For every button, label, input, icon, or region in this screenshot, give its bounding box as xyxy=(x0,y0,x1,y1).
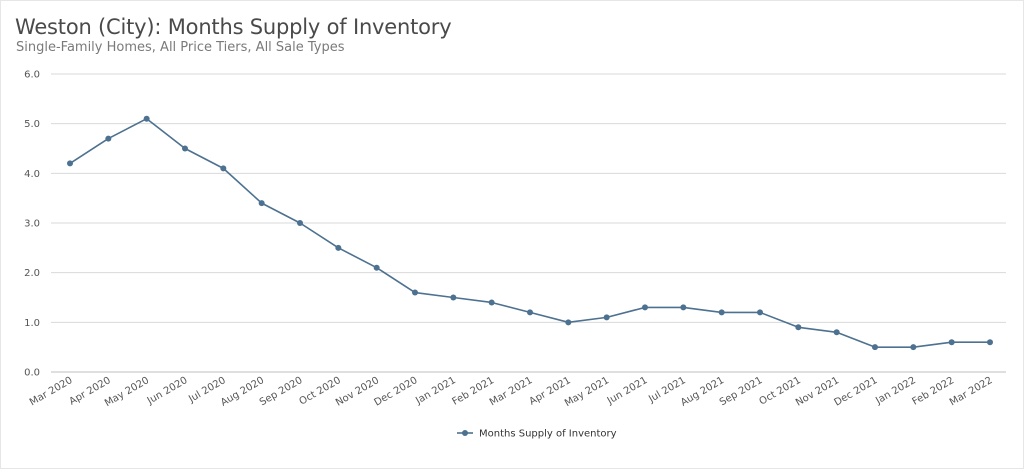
y-axis-ticks: 0.0 1.0 2.0 3.0 4.0 5.0 6.0 xyxy=(24,70,40,379)
y-tick-label: 2.0 xyxy=(24,268,40,279)
x-tick-label: Aug 2021 xyxy=(679,375,726,409)
data-point[interactable] xyxy=(910,344,917,351)
x-tick-label: Jun 2020 xyxy=(145,375,190,407)
data-point[interactable] xyxy=(220,165,227,172)
data-point[interactable] xyxy=(412,289,418,296)
y-tick-label: 3.0 xyxy=(24,219,40,230)
data-point[interactable] xyxy=(680,304,687,311)
data-point[interactable] xyxy=(335,244,342,251)
data-point[interactable] xyxy=(833,329,840,336)
x-tick-label: Dec 2021 xyxy=(832,375,879,409)
data-point[interactable] xyxy=(872,344,878,351)
x-tick-label: Jan 2022 xyxy=(873,375,918,407)
y-tick-label: 0.0 xyxy=(24,368,40,379)
x-tick-label: Mar 2020 xyxy=(28,375,75,408)
x-tick-label: Aug 2020 xyxy=(219,375,266,409)
data-point[interactable] xyxy=(642,304,648,311)
data-point[interactable] xyxy=(182,145,188,152)
y-tick-label: 5.0 xyxy=(24,119,40,130)
x-tick-label: Sep 2020 xyxy=(258,375,305,408)
data-point[interactable] xyxy=(258,200,265,207)
data-point[interactable] xyxy=(143,115,150,122)
legend-label: Months Supply of Inventory xyxy=(479,429,617,440)
series-layer xyxy=(67,115,993,351)
x-tick-label: Jun 2021 xyxy=(605,375,650,407)
data-point[interactable] xyxy=(450,294,457,301)
data-point[interactable] xyxy=(105,135,112,142)
legend-point-marker xyxy=(462,430,468,436)
data-point[interactable] xyxy=(948,339,955,346)
data-point[interactable] xyxy=(795,324,802,331)
data-point[interactable] xyxy=(565,319,572,326)
data-point[interactable] xyxy=(297,220,303,226)
data-point[interactable] xyxy=(718,309,725,316)
grid-lines xyxy=(51,73,1006,373)
y-tick-label: 1.0 xyxy=(24,318,40,329)
x-tick-label: Mar 2022 xyxy=(948,375,995,408)
chart-subtitle: Single-Family Homes, All Price Tiers, Al… xyxy=(16,40,345,55)
y-tick-label: 6.0 xyxy=(24,70,40,81)
data-point[interactable] xyxy=(527,309,533,316)
data-point[interactable] xyxy=(488,299,495,306)
data-point[interactable] xyxy=(603,314,610,321)
chart-title: Weston (City): Months Supply of Inventor… xyxy=(15,15,452,39)
x-tick-label: Sep 2021 xyxy=(718,375,765,408)
y-tick-label: 4.0 xyxy=(24,169,40,180)
x-tick-label: Mar 2021 xyxy=(488,375,535,408)
data-point[interactable] xyxy=(67,160,73,167)
data-point[interactable] xyxy=(373,264,380,271)
data-point[interactable] xyxy=(987,339,993,346)
x-tick-label: Dec 2020 xyxy=(372,375,419,409)
legend[interactable]: Months Supply of Inventory xyxy=(457,429,617,440)
data-point[interactable] xyxy=(757,309,763,316)
x-tick-label: Jan 2021 xyxy=(413,375,458,407)
